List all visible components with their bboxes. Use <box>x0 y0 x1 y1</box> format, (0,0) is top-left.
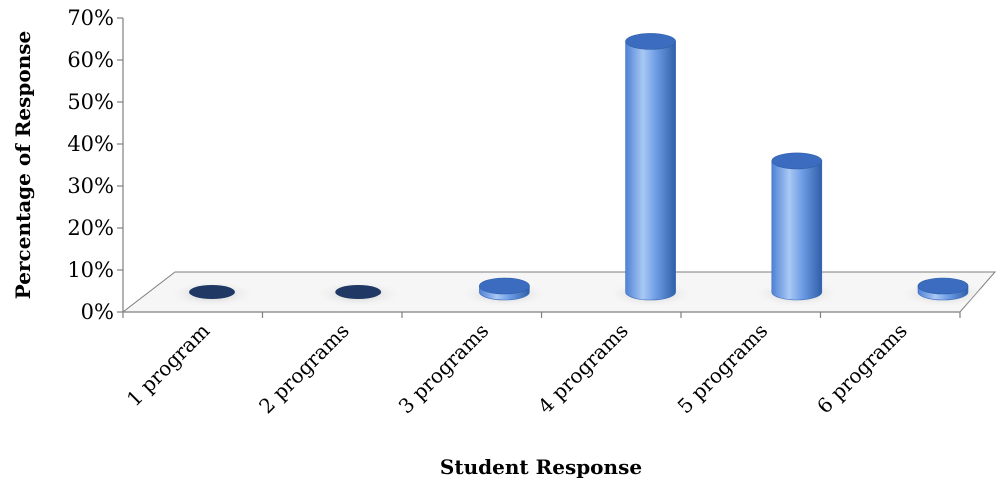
bar-top-cap <box>771 152 823 170</box>
y-tick-label: 60% <box>67 48 114 72</box>
bar-top-cap <box>917 277 969 295</box>
bar-top-cap <box>479 277 530 295</box>
category-label: 5 programs <box>673 319 773 419</box>
category-label: 1 program <box>122 319 214 411</box>
category-labels: 1 program 2 programs 3 programs 4 programs 5… <box>122 319 912 419</box>
bar <box>311 280 406 308</box>
y-tick-label: 30% <box>67 174 114 198</box>
category-label: 3 programs <box>394 319 494 419</box>
y-axis-title: Percentage of Response <box>11 31 35 299</box>
y-tick-label: 70% <box>67 6 114 30</box>
bar-body <box>625 41 676 301</box>
bar <box>896 277 990 308</box>
y-axis-ticks: 0% 10% 20% 30% 40% 50% 60% 70% <box>67 6 123 324</box>
bar <box>457 277 552 308</box>
bars-group <box>165 33 990 308</box>
bar <box>749 152 844 308</box>
bar-body <box>771 160 823 301</box>
category-label: 4 programs <box>533 319 633 419</box>
y-tick-label: 50% <box>67 90 114 114</box>
bar <box>603 33 698 308</box>
category-label: 2 programs <box>254 319 354 419</box>
category-label: 6 programs <box>812 319 912 419</box>
bar-zero-disc <box>189 285 235 299</box>
bar-top-cap <box>625 33 676 50</box>
bar-zero-disc <box>335 285 382 299</box>
x-axis-title: Student Response <box>440 455 642 479</box>
y-tick-label: 10% <box>67 258 114 282</box>
y-tick-label: 20% <box>67 216 114 240</box>
y-tick-label: 40% <box>67 132 114 156</box>
x-axis-ticks <box>122 312 961 318</box>
y-tick-label: 0% <box>81 300 114 324</box>
bar <box>165 280 259 308</box>
